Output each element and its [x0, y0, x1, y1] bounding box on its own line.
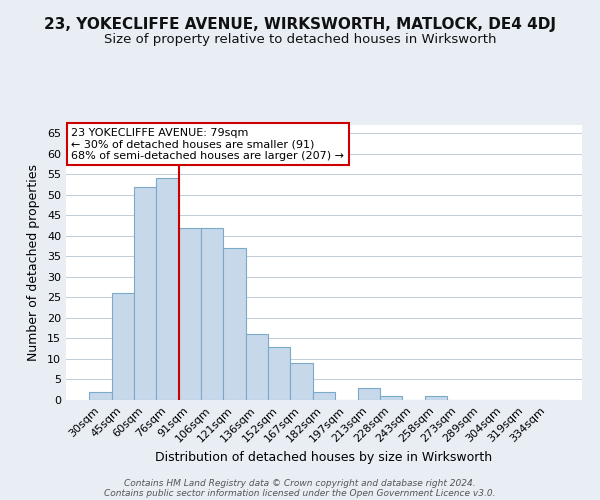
Bar: [313, 392, 335, 400]
Bar: [179, 228, 201, 400]
Bar: [268, 346, 290, 400]
Bar: [290, 363, 313, 400]
Bar: [89, 392, 112, 400]
Text: Size of property relative to detached houses in Wirksworth: Size of property relative to detached ho…: [104, 32, 496, 46]
Bar: [112, 294, 134, 400]
Text: 23 YOKECLIFFE AVENUE: 79sqm
← 30% of detached houses are smaller (91)
68% of sem: 23 YOKECLIFFE AVENUE: 79sqm ← 30% of det…: [71, 128, 344, 161]
Text: 23, YOKECLIFFE AVENUE, WIRKSWORTH, MATLOCK, DE4 4DJ: 23, YOKECLIFFE AVENUE, WIRKSWORTH, MATLO…: [44, 18, 556, 32]
Y-axis label: Number of detached properties: Number of detached properties: [27, 164, 40, 361]
Bar: [425, 396, 447, 400]
Text: Contains public sector information licensed under the Open Government Licence v3: Contains public sector information licen…: [104, 488, 496, 498]
Bar: [358, 388, 380, 400]
Bar: [157, 178, 179, 400]
Bar: [246, 334, 268, 400]
X-axis label: Distribution of detached houses by size in Wirksworth: Distribution of detached houses by size …: [155, 451, 493, 464]
Text: Contains HM Land Registry data © Crown copyright and database right 2024.: Contains HM Land Registry data © Crown c…: [124, 478, 476, 488]
Bar: [134, 186, 157, 400]
Bar: [223, 248, 246, 400]
Bar: [380, 396, 402, 400]
Bar: [201, 228, 223, 400]
